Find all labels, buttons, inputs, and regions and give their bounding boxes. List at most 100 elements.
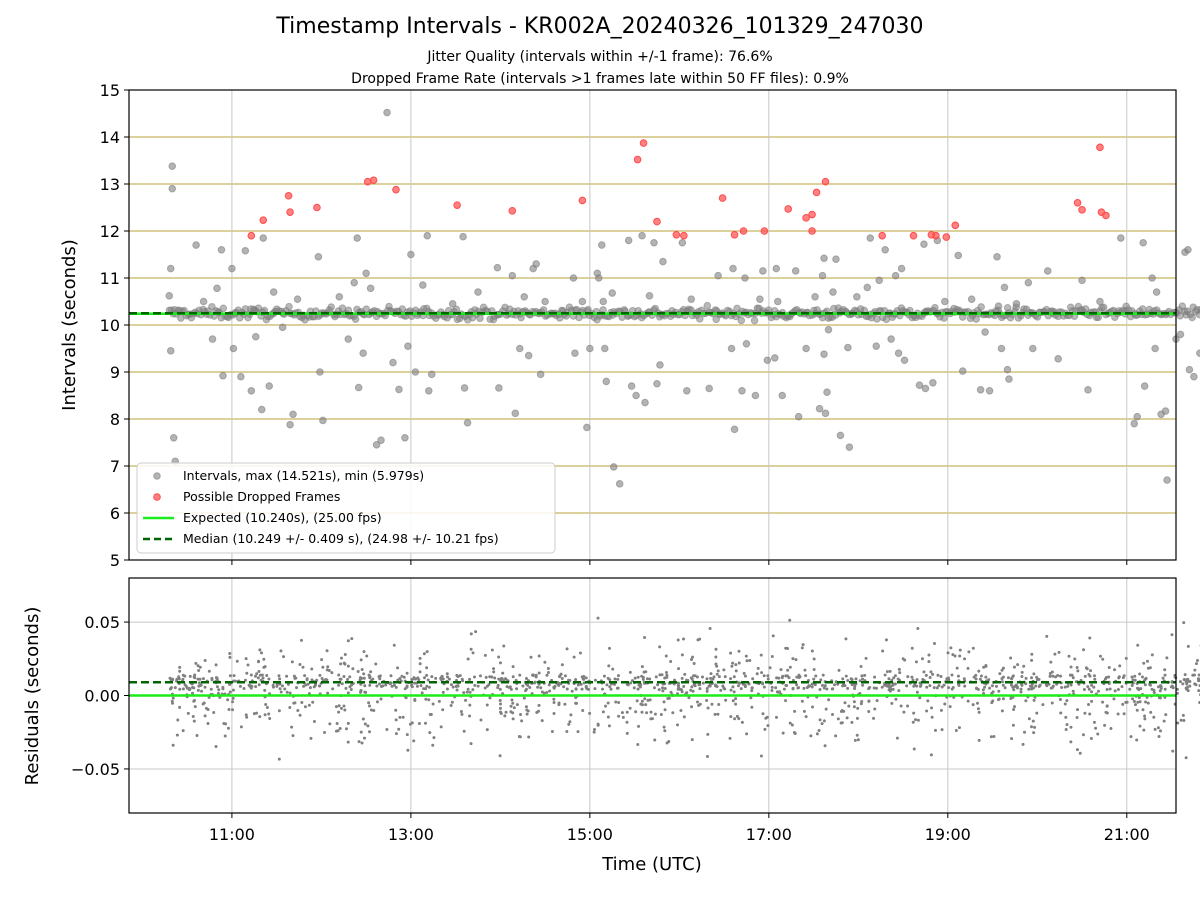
- residual-point: [518, 673, 522, 677]
- interval-point: [823, 388, 831, 397]
- residual-point: [396, 678, 400, 682]
- dropped-frame-point: [653, 217, 661, 226]
- residual-point: [977, 669, 981, 673]
- residual-point: [1032, 698, 1036, 702]
- residual-point: [1006, 676, 1010, 680]
- interval-point: [751, 391, 760, 400]
- residual-point: [346, 664, 350, 668]
- interval-point: [763, 356, 772, 365]
- residual-point: [206, 708, 210, 712]
- residual-point: [682, 715, 686, 719]
- interval-point: [714, 271, 722, 280]
- residual-point: [1071, 689, 1075, 693]
- residual-point: [374, 662, 378, 666]
- dropped-frame-point: [932, 231, 940, 240]
- residual-point: [1069, 665, 1073, 669]
- residual-point: [277, 674, 281, 678]
- residual-point: [782, 687, 786, 691]
- residual-point: [346, 721, 350, 725]
- chart-subtitle-jitter: Jitter Quality (intervals within +/-1 fr…: [427, 49, 773, 65]
- residual-point: [389, 674, 393, 678]
- residual-point: [1011, 723, 1015, 727]
- legend-marker-dropped: [153, 493, 161, 501]
- bottom-plot-reference-lines: [129, 681, 1176, 697]
- interval-point: [578, 297, 587, 306]
- residual-point: [778, 690, 782, 694]
- residual-point: [1152, 691, 1156, 695]
- residual-point: [369, 708, 373, 712]
- residual-point: [1035, 711, 1039, 715]
- residual-point: [468, 690, 472, 694]
- interval-point: [820, 254, 828, 263]
- residual-point: [498, 699, 502, 703]
- interval-point: [832, 255, 840, 264]
- residual-point: [492, 667, 496, 671]
- residual-point: [888, 669, 892, 673]
- x-axis-label: Time (UTC): [601, 854, 702, 875]
- residual-point: [228, 690, 232, 694]
- residual-point: [733, 717, 737, 721]
- residual-point: [770, 654, 774, 658]
- residual-point: [632, 686, 636, 690]
- residual-point: [812, 657, 816, 661]
- residual-point: [692, 662, 696, 666]
- interval-point: [335, 293, 344, 301]
- x-tick-label: 15:00: [567, 825, 613, 844]
- residual-point: [656, 683, 660, 687]
- residual-point: [1051, 674, 1055, 678]
- residual-point: [214, 663, 218, 667]
- residual-point: [1130, 683, 1134, 687]
- residual-point: [256, 676, 260, 680]
- residual-point: [802, 709, 806, 713]
- residual-point: [1081, 733, 1085, 737]
- residual-point: [1124, 656, 1128, 660]
- interval-point: [495, 384, 503, 392]
- interval-point: [627, 382, 636, 390]
- residual-point: [665, 675, 669, 679]
- residual-point: [198, 665, 202, 669]
- interval-point: [1130, 419, 1139, 428]
- interval-point: [750, 316, 759, 325]
- residual-point: [212, 710, 216, 714]
- residual-point: [511, 711, 515, 715]
- interval-point: [314, 253, 323, 261]
- residual-point: [263, 688, 267, 692]
- residual-point: [708, 684, 712, 688]
- residual-point: [168, 687, 172, 691]
- residual-point: [601, 687, 605, 691]
- chart-title: Timestamp Intervals - KR002A_20240326_10…: [276, 14, 924, 39]
- interval-point: [981, 328, 989, 336]
- residual-point: [788, 618, 792, 622]
- residual-point: [472, 675, 476, 679]
- residual-point: [423, 687, 427, 691]
- residual-point: [525, 712, 529, 716]
- residual-point: [814, 674, 818, 678]
- interval-point: [897, 264, 906, 273]
- residual-point: [946, 678, 950, 682]
- residual-point: [963, 684, 967, 688]
- residual-point: [1044, 683, 1048, 687]
- residual-point: [1157, 734, 1161, 738]
- interval-point: [427, 370, 436, 379]
- residual-point: [498, 687, 502, 691]
- residual-point: [317, 684, 321, 688]
- interval-point: [891, 271, 900, 280]
- residual-point: [441, 677, 445, 681]
- residual-point: [925, 685, 929, 689]
- interval-point: [853, 293, 861, 301]
- residual-point: [447, 677, 451, 681]
- residual-point: [890, 701, 894, 705]
- interval-point: [1078, 276, 1086, 285]
- residual-point: [1084, 666, 1088, 670]
- interval-point: [770, 354, 779, 362]
- residual-point: [181, 729, 185, 733]
- residual-point: [1181, 682, 1185, 686]
- residual-point: [709, 676, 713, 680]
- residual-point: [840, 721, 844, 725]
- interval-point: [460, 384, 469, 392]
- residual-point: [696, 700, 700, 704]
- legend-label-intervals: Intervals, max (14.521s), min (5.979s): [183, 468, 424, 483]
- interval-point: [597, 241, 606, 249]
- residual-point: [562, 685, 566, 689]
- residual-point: [418, 670, 422, 674]
